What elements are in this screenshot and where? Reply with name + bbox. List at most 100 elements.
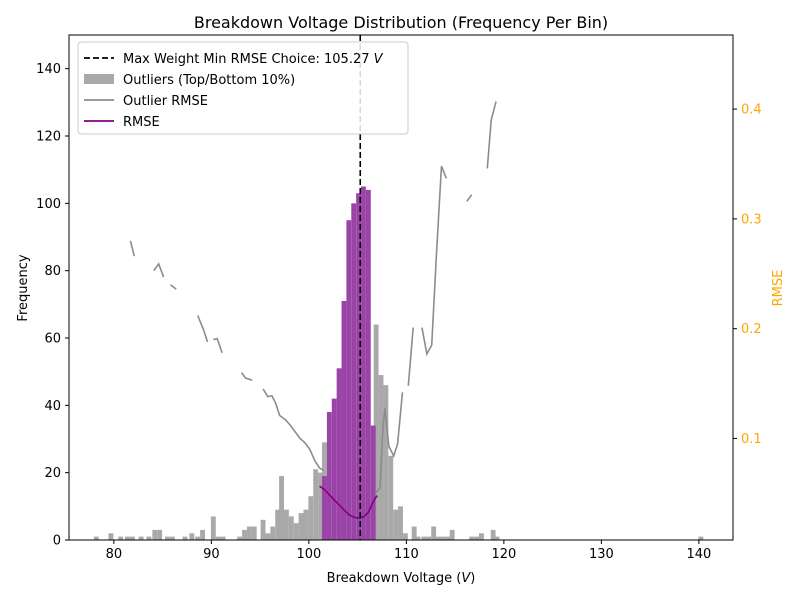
y-tick-label: 140	[36, 62, 61, 77]
outlier-bar	[146, 536, 152, 540]
inlier-bar	[365, 189, 371, 540]
outlier-bar	[220, 536, 226, 540]
y-tick-label: 80	[44, 264, 61, 279]
outlier-bar	[373, 324, 379, 540]
outlier-bar	[265, 533, 271, 540]
legend-label-vline: Max Weight Min RMSE Choice: 105.27 V	[123, 52, 384, 67]
inlier-bar	[356, 193, 362, 540]
x-tick-label: 80	[106, 547, 123, 562]
x-tick-label: 130	[589, 547, 614, 562]
x-tick-label: 110	[394, 547, 419, 562]
outlier-bar	[479, 533, 484, 540]
outlier-bar	[210, 516, 216, 540]
outlier-bar	[125, 536, 130, 540]
inlier-bar	[346, 220, 352, 540]
outlier-bar	[308, 496, 314, 540]
outlier-bar	[318, 472, 323, 540]
inlier-bar	[341, 300, 347, 540]
outlier-bar	[303, 509, 309, 540]
outlier-bar	[411, 526, 417, 540]
legend-label-outlier-rmse: Outlier RMSE	[123, 94, 208, 109]
outlier-bar	[426, 536, 432, 540]
outlier-rmse-line	[153, 262, 165, 278]
outlier-bar	[313, 469, 319, 540]
outlier-rmse-line	[407, 327, 414, 386]
outlier-bar	[138, 536, 144, 540]
outlier-bar	[298, 513, 304, 540]
outlier-rmse-line	[374, 392, 404, 494]
legend-marker-outliers	[84, 74, 114, 84]
outlier-bar	[157, 529, 163, 540]
outlier-bar	[195, 536, 201, 540]
ticks-layer: 80 90 100 110 120 130 140 0 20 40 60 80 100 120 140 0.1…	[36, 62, 762, 562]
outlier-bar	[283, 509, 289, 540]
outlier-bar	[182, 536, 188, 540]
y-right-tick-label: 0.1	[741, 432, 762, 447]
outlier-bar	[165, 536, 170, 540]
inlier-bar	[370, 425, 376, 540]
rmse-line	[319, 485, 378, 520]
chart-title: Breakdown Voltage Distribution (Frequenc…	[194, 13, 608, 32]
bars-layer	[93, 186, 704, 541]
outlier-bar	[445, 536, 451, 540]
outlier-bar	[431, 526, 437, 540]
outlier-bar	[388, 455, 394, 540]
outlier-bar	[383, 385, 389, 540]
inlier-bar	[336, 368, 342, 540]
y-tick-label: 0	[53, 534, 61, 549]
plot-frame	[68, 34, 734, 541]
x-tick-label: 120	[491, 547, 516, 562]
outlier-rmse-line	[240, 372, 253, 382]
inlier-bar	[361, 186, 366, 540]
axes-layer	[68, 34, 734, 541]
outlier-bar	[169, 536, 175, 540]
outlier-bar	[215, 536, 221, 540]
outlier-bar	[698, 536, 704, 540]
y-right-tick-label: 0.2	[741, 322, 762, 337]
outlier-bar	[260, 519, 266, 540]
y-axis-label: Frequency	[16, 254, 31, 321]
outlier-bar	[469, 536, 475, 540]
outlier-bar	[93, 536, 99, 540]
outlier-rmse-line	[262, 388, 324, 471]
y-right-tick-label: 0.4	[741, 103, 762, 118]
outlier-bar	[118, 536, 124, 540]
outlier-bar	[152, 529, 158, 540]
outlier-bar	[129, 536, 135, 540]
y-tick-label: 40	[44, 399, 61, 414]
outlier-bar	[449, 529, 455, 540]
y-axis-right-label: RMSE	[771, 270, 786, 307]
inlier-bar	[322, 476, 327, 540]
outlier-bar	[490, 529, 496, 540]
outlier-bar	[293, 523, 299, 540]
x-tick-label: 100	[296, 547, 321, 562]
outlier-bar	[246, 526, 252, 540]
legend-label-rmse: RMSE	[123, 115, 160, 130]
outlier-rmse-line	[213, 337, 223, 354]
outlier-bar	[288, 516, 294, 540]
outlier-rmse-line	[129, 240, 136, 257]
outlier-bar	[251, 526, 257, 540]
y-tick-label: 100	[36, 197, 61, 212]
outlier-bar	[189, 533, 195, 540]
legend-label-outliers: Outliers (Top/Bottom 10%)	[123, 73, 295, 88]
inlier-bar	[331, 398, 337, 540]
y-right-tick-label: 0.3	[741, 212, 762, 227]
outlier-bar	[393, 509, 399, 540]
outlier-bar	[200, 529, 206, 540]
y-tick-label: 20	[44, 466, 61, 481]
outlier-bar	[108, 533, 114, 540]
outlier-bar	[440, 536, 446, 540]
legend-box	[77, 41, 409, 135]
outlier-rmse-line	[169, 284, 177, 290]
outlier-bar	[237, 536, 243, 540]
outlier-bar	[436, 536, 441, 540]
outlier-bar	[398, 506, 403, 540]
outlier-bar	[421, 536, 427, 540]
outlier-rmse-line	[486, 101, 497, 169]
inlier-bar	[351, 203, 357, 541]
outlier-bar	[474, 536, 480, 540]
outlier-rmse-line	[421, 165, 448, 357]
